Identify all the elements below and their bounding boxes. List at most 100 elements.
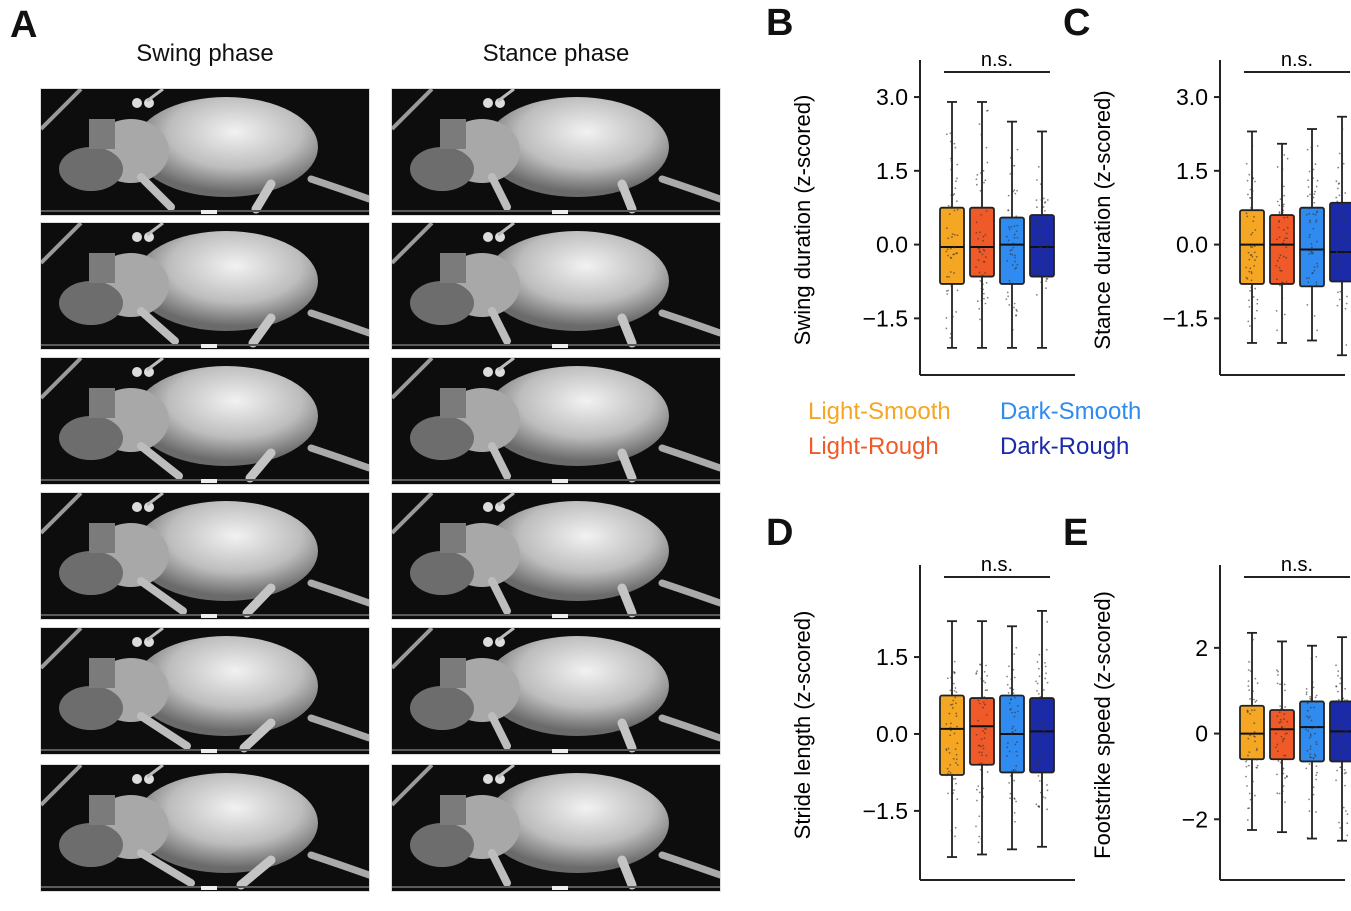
data-point (1009, 792, 1012, 795)
data-point (1254, 229, 1257, 231)
legend-dark-smooth: Dark-Smooth (1000, 398, 1142, 425)
data-point (1253, 722, 1256, 725)
data-point (1040, 252, 1043, 255)
data-point (953, 246, 956, 249)
data-point (1345, 717, 1347, 720)
data-point (1252, 220, 1255, 223)
data-point (1278, 211, 1281, 213)
data-point (1339, 682, 1342, 685)
data-point (1039, 270, 1042, 273)
data-point (1014, 769, 1017, 772)
data-point (1250, 270, 1253, 273)
data-point (1308, 763, 1311, 765)
data-point (1254, 677, 1257, 680)
data-point (1344, 687, 1347, 690)
data-point (947, 747, 950, 750)
data-point (1250, 690, 1253, 693)
data-point (1014, 260, 1016, 263)
data-point (1281, 317, 1284, 320)
y-tick-label: 1.5 (876, 644, 908, 670)
data-point (1339, 723, 1342, 726)
data-point (1338, 298, 1341, 301)
data-point (955, 758, 958, 761)
data-point (1283, 713, 1286, 715)
data-point (1315, 211, 1318, 214)
data-point (984, 233, 987, 236)
data-point (1014, 711, 1017, 714)
data-point (985, 764, 988, 767)
stance-frame-1 (391, 88, 721, 216)
data-point (1313, 315, 1316, 317)
data-point (1277, 220, 1280, 223)
data-point (1285, 232, 1288, 235)
data-point (951, 315, 954, 318)
data-point (1045, 246, 1048, 249)
data-point (1036, 206, 1038, 209)
data-point (1013, 696, 1016, 699)
data-point (1013, 676, 1016, 679)
data-point (983, 261, 986, 263)
data-point (1275, 264, 1278, 267)
data-point (1013, 779, 1015, 782)
data-point (979, 280, 982, 282)
data-point (1248, 299, 1250, 302)
data-point (980, 677, 983, 680)
data-point (1336, 751, 1339, 754)
data-point (980, 762, 983, 765)
data-point (951, 334, 953, 337)
data-point (1251, 255, 1254, 258)
data-point (982, 235, 985, 238)
data-point (947, 237, 950, 240)
data-point (1009, 173, 1012, 175)
data-point (1307, 729, 1310, 732)
data-point (952, 699, 955, 702)
y-axis-label: Stride length (z-scored) (790, 611, 815, 840)
data-point (1246, 819, 1249, 821)
data-point (1245, 212, 1248, 215)
data-point (1012, 692, 1015, 695)
data-point (1255, 749, 1258, 752)
data-point (949, 132, 952, 135)
data-point (1040, 188, 1043, 190)
data-point (1309, 753, 1312, 756)
data-point (978, 751, 981, 754)
data-point (1279, 198, 1282, 200)
data-point (1306, 304, 1309, 306)
data-point (1305, 277, 1308, 279)
data-point (1036, 179, 1038, 181)
data-point (1038, 744, 1041, 747)
box-dark-rough (1329, 636, 1351, 842)
data-point (1037, 270, 1040, 272)
data-point (975, 221, 978, 224)
box-dark-rough (1029, 609, 1055, 848)
data-point (1013, 302, 1016, 305)
data-point (1043, 201, 1046, 204)
data-point (1248, 306, 1251, 308)
data-point (1014, 820, 1016, 823)
data-point (947, 204, 950, 207)
data-point (948, 751, 951, 754)
y-tick-label: 0.0 (876, 232, 908, 258)
data-point (1254, 794, 1256, 797)
data-point (1011, 249, 1013, 251)
data-point (1279, 718, 1282, 721)
data-point (1338, 194, 1341, 197)
data-point (1342, 806, 1345, 809)
data-point (951, 703, 954, 706)
data-point (1309, 733, 1312, 736)
data-point (1337, 674, 1339, 677)
data-point (1278, 204, 1281, 207)
box-dark-smooth (1299, 644, 1325, 840)
data-point (1256, 764, 1259, 767)
data-point (956, 234, 959, 237)
data-point (1039, 183, 1042, 186)
data-point (975, 231, 978, 234)
data-point (1337, 291, 1339, 294)
data-point (1042, 197, 1045, 200)
data-point (1312, 686, 1315, 689)
data-point (1306, 836, 1309, 839)
data-point (1336, 204, 1339, 207)
box-iqr (939, 694, 965, 776)
data-point (1336, 304, 1339, 307)
data-point (1346, 206, 1349, 209)
